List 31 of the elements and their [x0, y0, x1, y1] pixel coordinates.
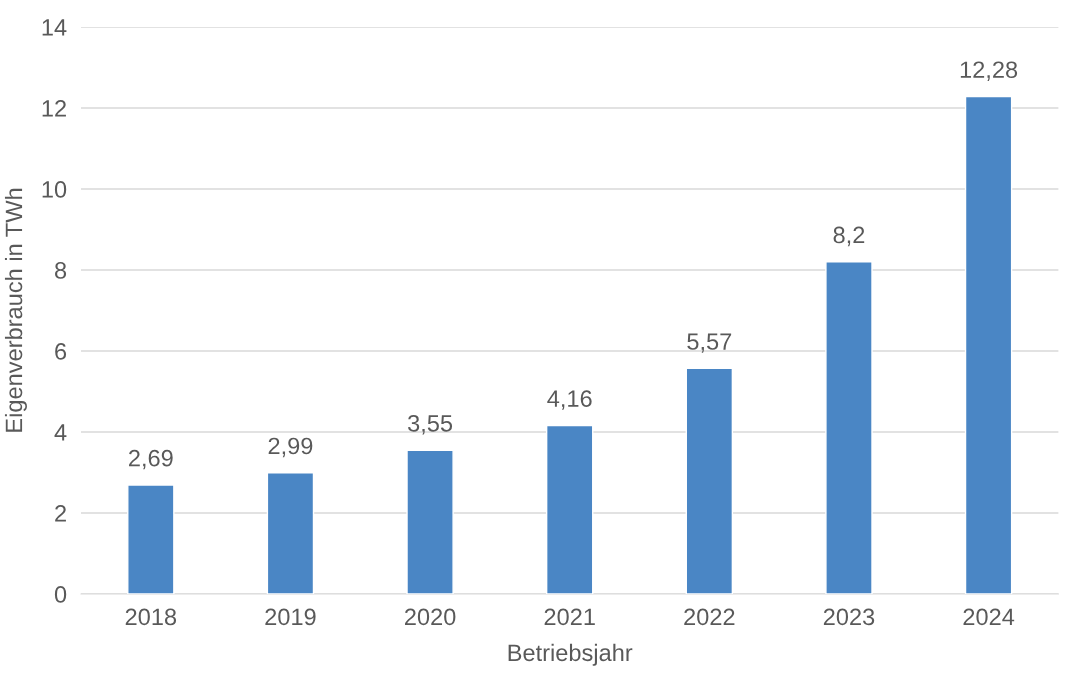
y-tick-label: 6 — [55, 343, 67, 360]
data-label: 2,99 — [268, 437, 313, 458]
x-tick-label: 2021 — [544, 608, 595, 626]
y-tick-label: 2 — [55, 505, 66, 522]
bar — [406, 449, 454, 594]
data-label: 8,2 — [833, 226, 865, 247]
y-tick-label: 12 — [42, 100, 66, 117]
y-axis-title: Eigenverbrauch in TWh — [4, 188, 27, 432]
y-tick-label: 8 — [55, 262, 67, 279]
y-tick-label: 4 — [54, 424, 67, 441]
x-axis-title: Betriebsjahr — [508, 643, 633, 666]
bar — [685, 367, 734, 594]
x-tick-label: 2018 — [125, 608, 177, 626]
data-label: 3,55 — [408, 414, 453, 435]
data-label: 12,28 — [960, 61, 1018, 81]
y-tick-label: 10 — [42, 181, 67, 198]
y-tick-label: 14 — [42, 19, 67, 36]
bar — [266, 472, 315, 594]
data-label: 4,16 — [547, 390, 592, 410]
bar — [127, 484, 175, 594]
bar — [825, 261, 873, 594]
y-tick-label: 0 — [54, 586, 67, 603]
bar — [964, 95, 1013, 594]
x-tick-label: 2024 — [963, 608, 1015, 626]
x-tick-label: 2019 — [265, 608, 316, 626]
data-label: 5,57 — [687, 333, 732, 353]
bar — [545, 424, 594, 594]
data-label: 2,69 — [129, 449, 173, 470]
x-tick-label: 2020 — [405, 608, 456, 626]
x-tick-label: 2022 — [684, 608, 735, 626]
x-tick-label: 2023 — [823, 608, 875, 626]
